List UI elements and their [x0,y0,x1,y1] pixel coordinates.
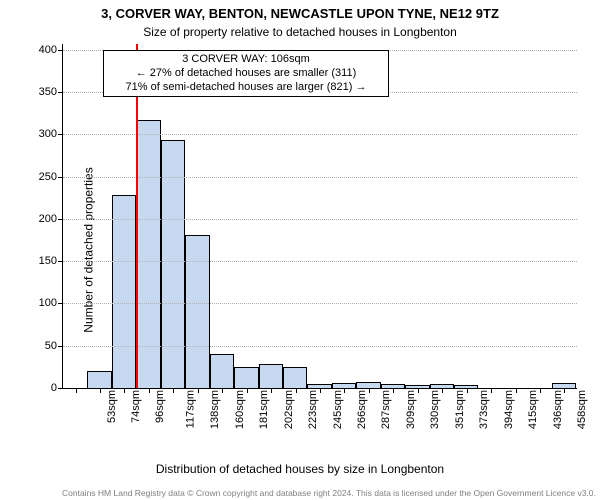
x-tick-mark [198,388,199,393]
x-tick-label: 309sqm [399,390,417,429]
x-tick-mark [296,388,297,393]
chart-title: 3, CORVER WAY, BENTON, NEWCASTLE UPON TY… [0,6,600,21]
chart-subtitle: Size of property relative to detached ho… [0,25,600,39]
x-tick-label: 202sqm [277,390,295,429]
x-tick-mark [320,388,321,393]
y-gridline [63,261,577,262]
annotation-line-2: ← 27% of detached houses are smaller (31… [110,67,382,81]
x-tick-mark [124,388,125,393]
x-tick-mark [173,388,174,393]
x-tick-mark [491,388,492,393]
x-tick-mark [344,388,345,393]
y-tick-label: 300 [39,128,63,140]
y-tick-label: 50 [45,340,63,352]
x-tick-label: 53sqm [100,390,118,423]
x-tick-label: 160sqm [228,390,246,429]
histogram-bar [112,195,136,388]
histogram-bar [234,367,258,388]
x-tick-label: 74sqm [124,390,142,423]
x-tick-label: 394sqm [497,390,515,429]
histogram-bar [210,354,234,388]
y-tick-label: 200 [39,213,63,225]
x-tick-label: 330sqm [423,390,441,429]
x-tick-mark [393,388,394,393]
x-tick-mark [271,388,272,393]
x-tick-mark [100,388,101,393]
x-tick-mark [149,388,150,393]
y-tick-label: 100 [39,297,63,309]
x-tick-label: 373sqm [472,390,490,429]
annotation-line-3: 71% of semi-detached houses are larger (… [110,81,382,95]
histogram-bar [185,235,209,388]
x-tick-label: 138sqm [204,390,222,429]
x-tick-mark [369,388,370,393]
x-tick-label: 245sqm [326,390,344,429]
histogram-bar [87,371,111,388]
x-tick-mark [516,388,517,393]
y-tick-label: 0 [51,382,63,394]
x-tick-mark [564,388,565,393]
x-tick-mark [222,388,223,393]
y-gridline [63,219,577,220]
footer-credit: Contains HM Land Registry data © Crown c… [62,488,596,498]
x-tick-label: 287sqm [375,390,393,429]
x-tick-label: 266sqm [350,390,368,429]
x-tick-label: 117sqm [178,390,196,428]
x-tick-mark [247,388,248,393]
x-tick-label: 415sqm [521,390,539,429]
x-tick-label: 181sqm [252,390,270,429]
y-tick-label: 250 [39,171,63,183]
x-tick-label: 351sqm [448,390,466,429]
x-tick-mark [540,388,541,393]
x-tick-mark [467,388,468,393]
histogram-bar [283,367,307,388]
y-gridline [63,303,577,304]
x-axis-label: Distribution of detached houses by size … [0,462,600,476]
x-tick-label: 223sqm [301,390,319,429]
y-tick-label: 150 [39,255,63,267]
histogram-bar [259,364,283,388]
annotation-line-1: 3 CORVER WAY: 106sqm [110,53,382,67]
x-tick-mark [442,388,443,393]
y-gridline [63,134,577,135]
x-tick-label: 458sqm [570,390,588,429]
x-tick-label: 479sqm [595,390,600,429]
histogram-bar [136,120,160,388]
x-tick-label: 96sqm [149,390,167,423]
y-gridline [63,346,577,347]
x-tick-mark [76,388,77,393]
y-tick-label: 350 [39,86,63,98]
x-tick-mark [418,388,419,393]
y-tick-label: 400 [39,44,63,56]
annotation-box: 3 CORVER WAY: 106sqm ← 27% of detached h… [103,50,389,97]
x-tick-label: 436sqm [546,390,564,429]
y-gridline [63,177,577,178]
